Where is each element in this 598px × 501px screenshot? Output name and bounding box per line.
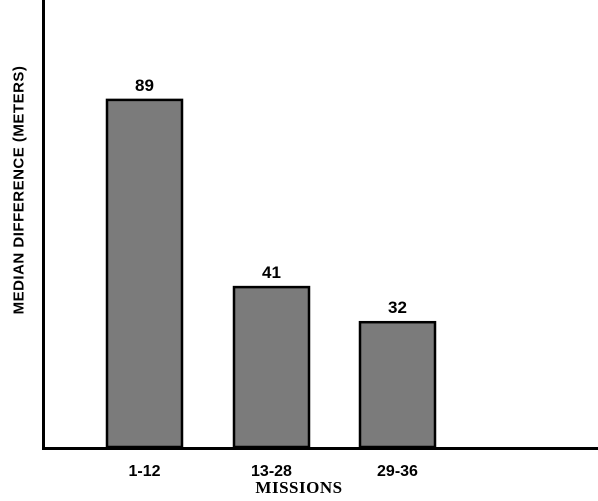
chart-axes-frame: [42, 0, 598, 450]
x-tick-label-29-36: 29-36: [377, 463, 418, 480]
bar-13-28: [232, 285, 311, 449]
x-tick-label-1-12: 1-12: [128, 463, 160, 480]
x-axis-label: MISSIONS: [255, 478, 343, 497]
data-label-1-12: 89: [135, 76, 154, 95]
data-label-13-28: 41: [262, 263, 281, 282]
bar-29-36: [358, 320, 437, 449]
x-tick-label-13-28: 13-28: [251, 463, 292, 480]
data-label-29-36: 32: [388, 298, 407, 317]
bar-1-12: [105, 98, 184, 449]
